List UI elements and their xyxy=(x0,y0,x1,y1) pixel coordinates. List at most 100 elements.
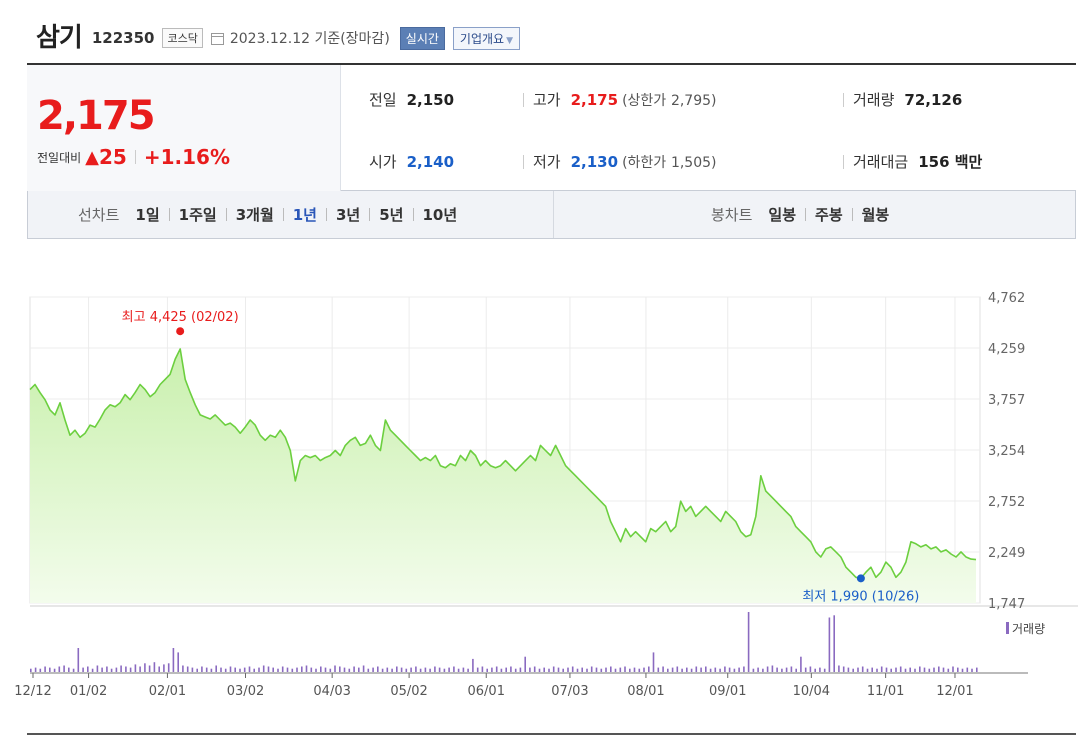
volume-bar xyxy=(253,668,255,672)
y-tick-label: 3,757 xyxy=(988,393,1025,408)
volume-bar xyxy=(567,667,569,672)
volume-bar xyxy=(571,666,574,672)
volume-bar xyxy=(771,665,774,672)
volume-bar xyxy=(933,667,935,672)
volume-bar xyxy=(709,668,712,672)
volume-bar xyxy=(638,668,641,672)
change-value: 25 xyxy=(99,145,127,169)
volume-bar xyxy=(800,656,802,672)
volume-bar xyxy=(139,666,141,672)
current-price: 2,175 xyxy=(37,93,156,139)
change-percent: +1.16% xyxy=(143,145,231,169)
high-value: 2,175 xyxy=(570,91,619,109)
volume-bar xyxy=(776,667,778,672)
volume-bar xyxy=(438,667,441,672)
price-line xyxy=(29,348,977,580)
volume-bar xyxy=(828,617,831,672)
volume-bar xyxy=(667,668,669,672)
volume-bar xyxy=(928,668,931,672)
volume-bar xyxy=(538,668,541,672)
volume-bar xyxy=(39,668,42,672)
volume-bar xyxy=(419,668,422,672)
volume-bar xyxy=(695,666,698,672)
volume-bar xyxy=(919,666,921,672)
volume-stat: 거래량 72,126 xyxy=(853,89,962,110)
volume-bar xyxy=(842,666,845,672)
company-overview-button[interactable]: 기업개요 ▼ xyxy=(452,26,520,50)
volume-bar xyxy=(880,666,883,672)
stock-code: 122350 xyxy=(91,29,155,47)
period-10y[interactable]: 10년 xyxy=(422,206,458,224)
period-1w[interactable]: 1주일 xyxy=(178,206,217,224)
x-tick-label: 11/01 xyxy=(867,684,904,699)
period-1d[interactable]: 1일 xyxy=(135,206,160,224)
volume-bar xyxy=(652,652,655,672)
volume-bars: 거래량 xyxy=(30,612,1045,672)
volume-bar xyxy=(614,668,617,672)
volume-bar xyxy=(362,665,365,672)
period-weekly[interactable]: 주봉 xyxy=(815,206,843,224)
volume-bar xyxy=(134,664,137,672)
volume-bar xyxy=(158,666,160,672)
volume-bar xyxy=(486,668,488,672)
volume-bar xyxy=(296,667,298,672)
volume-bar xyxy=(234,667,236,672)
x-tick-label: 06/01 xyxy=(468,684,505,699)
volume-bar xyxy=(890,668,892,672)
volume-bar xyxy=(177,652,179,672)
company-name: 삼기 xyxy=(36,22,83,53)
divider xyxy=(851,208,853,221)
y-tick-label: 2,249 xyxy=(988,546,1025,561)
volume-bar xyxy=(947,668,950,672)
volume-bar xyxy=(129,667,132,672)
volume-bar xyxy=(72,668,75,672)
period-daily[interactable]: 일봉 xyxy=(768,206,797,224)
amount-value: 156 백만 xyxy=(918,153,983,171)
volume-bar xyxy=(324,667,327,672)
calendar-icon xyxy=(210,33,224,45)
volume-bar xyxy=(310,667,313,672)
volume-bar xyxy=(838,665,840,672)
divider xyxy=(523,93,524,107)
volume-bar xyxy=(457,668,460,672)
x-tick-label: 12/12 xyxy=(14,684,51,699)
volume-value: 72,126 xyxy=(904,91,963,109)
period-5y[interactable]: 5년 xyxy=(379,206,404,224)
volume-bar xyxy=(676,666,679,672)
volume-bar xyxy=(752,668,755,672)
divider xyxy=(805,208,807,221)
change-label: 전일대비 xyxy=(37,150,82,165)
up-triangle-icon: ▲ xyxy=(85,146,100,168)
volume-bar xyxy=(833,615,835,672)
period-monthly[interactable]: 월봉 xyxy=(861,206,890,224)
volume-bar xyxy=(895,667,897,672)
volume-bar xyxy=(101,667,103,672)
volume-bar xyxy=(205,667,208,672)
volume-bar xyxy=(505,667,507,672)
bottom-border xyxy=(27,733,1076,735)
volume-bar xyxy=(595,667,598,672)
volume-bar xyxy=(543,667,545,672)
volume-bar xyxy=(53,668,56,672)
volume-bar xyxy=(757,667,759,672)
period-3y[interactable]: 3년 xyxy=(336,206,361,224)
volume-bar xyxy=(182,665,184,672)
volume-bar xyxy=(453,666,455,672)
period-3m[interactable]: 3개월 xyxy=(235,206,274,224)
volume-bar xyxy=(747,612,750,672)
volume-bar xyxy=(610,666,612,672)
volume-bar xyxy=(790,666,793,672)
line-chart-periods: 선차트 1일 1주일 3개월 1년 3년 5년 10년 xyxy=(78,191,457,238)
volume-bar xyxy=(624,666,626,672)
y-axis-labels: 4,762 4,259 3,757 3,254 2,752 2,249 1,747 xyxy=(988,291,1025,612)
volume-bar xyxy=(167,663,170,672)
volume-bar xyxy=(548,668,550,672)
volume-bar xyxy=(68,667,70,672)
volume-bar xyxy=(243,667,246,672)
volume-bar xyxy=(648,666,650,672)
stock-header: 삼기 122350 코스닥 2023.12.12 기준(장마감) 실시간 기업개… xyxy=(36,18,520,53)
realtime-button[interactable]: 실시간 xyxy=(399,26,445,50)
volume-bar xyxy=(339,666,341,672)
period-1y[interactable]: 1년 xyxy=(292,206,317,224)
volume-bar xyxy=(495,666,498,672)
